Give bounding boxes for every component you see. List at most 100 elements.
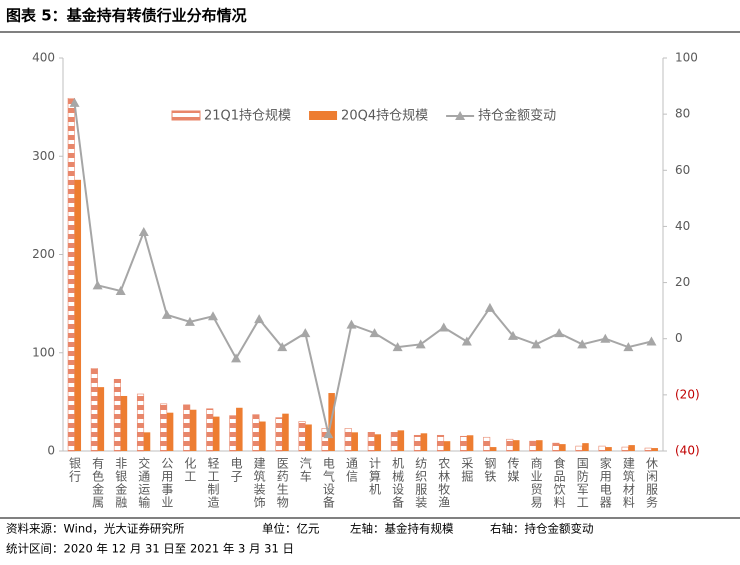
y-tick-label: 0	[47, 444, 55, 458]
bar	[390, 432, 398, 452]
legend-label: 21Q1持仓规模	[204, 109, 291, 124]
x-tick-label: 银行	[68, 457, 82, 483]
bar	[120, 395, 128, 451]
footer-right-axis: 右轴：持仓金额变动	[490, 522, 594, 536]
bar	[136, 393, 145, 452]
x-tick-label: 计算机	[368, 457, 382, 496]
line-marker	[208, 311, 218, 321]
bar	[305, 424, 312, 451]
line	[73, 102, 652, 435]
y2-tick-label: 0	[675, 331, 683, 345]
bar	[259, 421, 266, 451]
y2-tick-label: 40	[675, 219, 690, 233]
bar	[529, 440, 537, 452]
y2-tick-label: 60	[675, 163, 690, 177]
x-tick-label: 建筑材料	[621, 457, 635, 509]
line-marker	[508, 330, 518, 340]
x-tick-label: 家用电器	[598, 456, 612, 509]
bar	[506, 438, 514, 452]
footer-source: 资料来源：Wind，光大证券研究所	[6, 522, 185, 536]
bar	[143, 432, 151, 451]
bar	[67, 97, 75, 452]
x-tick-label: 休闲服务	[644, 457, 658, 509]
bar	[166, 412, 174, 451]
line-marker	[254, 314, 265, 324]
line-marker	[161, 309, 172, 319]
y-tick-label: 100	[32, 345, 55, 359]
footer-period: 统计区间：2020 年 12 月 31 日至 2021 年 3 月 31 日	[6, 542, 294, 556]
x-tick-label: 传媒	[506, 456, 520, 483]
line-marker	[484, 302, 495, 312]
x-tick-label: 商业贸易	[529, 456, 543, 509]
bar	[644, 447, 652, 452]
bar	[552, 442, 560, 452]
bar	[575, 445, 583, 452]
line-marker	[231, 353, 242, 363]
bar	[183, 404, 191, 452]
x-tick-label: 国防军工	[575, 457, 589, 509]
x-tick-label: 有色金属	[91, 457, 105, 509]
y-tick-label: 200	[32, 247, 55, 261]
legend-label: 持仓金额变动	[478, 108, 556, 124]
line-marker	[92, 280, 103, 290]
x-tick-label: 采掘	[460, 457, 474, 483]
bar	[206, 408, 214, 452]
bar	[344, 428, 352, 452]
line-marker	[69, 97, 80, 107]
bar	[189, 409, 197, 451]
line-marker	[369, 328, 380, 338]
x-tick-label: 交通运输	[137, 456, 151, 509]
y2-tick-label: (40)	[675, 444, 700, 458]
bar	[298, 421, 306, 452]
x-tick-label: 轻工制造	[206, 457, 220, 509]
x-tick-label: 汽车	[298, 456, 312, 483]
bar	[489, 447, 497, 451]
bar	[90, 368, 98, 452]
bar	[374, 434, 382, 451]
y-tick-label: 300	[32, 149, 55, 163]
line-marker	[277, 342, 288, 352]
bar	[420, 433, 428, 451]
bar	[436, 434, 445, 452]
bar	[74, 179, 82, 451]
line-marker	[184, 316, 195, 326]
x-tick-label: 电气设备	[321, 457, 335, 509]
bar	[113, 378, 121, 452]
bar	[236, 407, 243, 451]
bar	[252, 414, 260, 452]
x-tick-label: 钢铁	[483, 457, 497, 483]
y2-tick-label: 80	[675, 107, 690, 121]
y-tick-label: 400	[32, 51, 55, 65]
y2-tick-label: 20	[675, 275, 690, 289]
bar	[621, 446, 629, 452]
line-marker	[577, 339, 588, 349]
bar	[282, 413, 289, 451]
line-marker	[646, 336, 657, 346]
bar	[367, 432, 375, 452]
line-marker	[138, 227, 149, 237]
x-tick-label: 电子	[229, 457, 243, 483]
bar	[229, 415, 237, 452]
legend-swatch	[309, 111, 338, 120]
x-tick-label: 纺织服装	[414, 457, 428, 509]
bar	[536, 440, 543, 451]
legend-swatch	[455, 111, 466, 120]
x-tick-label: 化工	[183, 457, 197, 483]
bar	[160, 403, 168, 452]
line-marker	[531, 339, 542, 349]
line-marker	[554, 328, 565, 338]
x-tick-label: 建筑装饰	[252, 457, 266, 509]
line-marker	[600, 333, 611, 343]
y2-tick-label: 100	[675, 51, 698, 65]
bar	[628, 445, 635, 451]
y2-tick-label: (20)	[675, 387, 700, 401]
legend-label: 20Q4持仓规模	[341, 109, 428, 124]
bar	[598, 445, 606, 452]
line-marker	[415, 339, 426, 349]
bar	[605, 447, 612, 451]
bar	[97, 387, 105, 451]
bar	[460, 435, 468, 452]
footer-left-axis: 左轴：基金持有规模	[350, 522, 454, 536]
line-marker	[623, 342, 634, 352]
